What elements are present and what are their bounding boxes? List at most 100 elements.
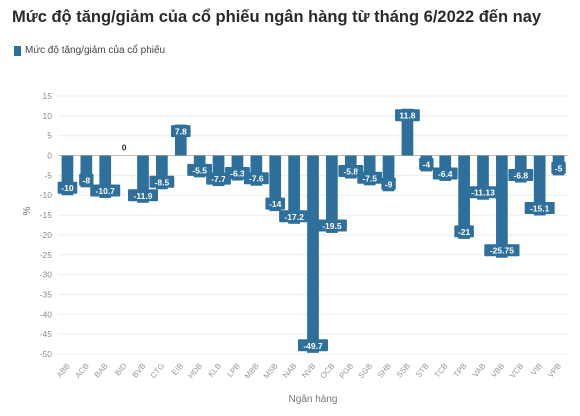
x-tick-label: VCB bbox=[508, 362, 525, 380]
x-tick-label: BVB bbox=[130, 362, 147, 380]
y-tick-label: -50 bbox=[40, 349, 53, 359]
data-label-text: -25.75 bbox=[490, 246, 514, 256]
bar[interactable] bbox=[458, 155, 470, 239]
data-label-bg bbox=[279, 210, 310, 223]
bar[interactable] bbox=[363, 155, 376, 186]
data-label-text: 7.8 bbox=[175, 127, 187, 137]
data-label: -5 bbox=[551, 161, 566, 174]
data-label-text: -49.7 bbox=[303, 341, 323, 351]
data-label-bg bbox=[551, 161, 566, 174]
legend-swatch bbox=[14, 45, 21, 56]
x-tick-label: VPB bbox=[546, 362, 563, 380]
data-label-text: -7.7 bbox=[211, 174, 226, 184]
x-tick-label: NVB bbox=[300, 362, 317, 380]
bar[interactable] bbox=[288, 155, 300, 224]
bar[interactable] bbox=[326, 155, 338, 233]
data-label-text: -8.5 bbox=[155, 177, 170, 187]
bar[interactable] bbox=[80, 155, 93, 188]
x-tick-label: LPB bbox=[225, 362, 242, 379]
data-label-text: -5.5 bbox=[192, 165, 207, 175]
data-label-text: -5 bbox=[555, 163, 563, 173]
data-label-text: -6.4 bbox=[438, 169, 453, 179]
bar[interactable] bbox=[269, 155, 282, 212]
bar[interactable] bbox=[137, 155, 149, 203]
data-label-text: -14 bbox=[269, 199, 282, 209]
data-label: -10 bbox=[57, 181, 78, 194]
bar[interactable] bbox=[401, 108, 414, 156]
data-label-bg bbox=[265, 197, 286, 210]
data-label-text: -7.6 bbox=[249, 174, 264, 184]
data-label: -7.5 bbox=[357, 171, 383, 184]
x-tick-label: TCB bbox=[433, 362, 450, 380]
x-axis-title: Ngân hàng bbox=[289, 394, 338, 405]
data-label-text: 11.8 bbox=[399, 111, 415, 121]
bar[interactable] bbox=[307, 155, 319, 353]
x-tick-label: SHB bbox=[376, 362, 393, 380]
bar[interactable] bbox=[99, 155, 112, 199]
bar[interactable] bbox=[174, 124, 187, 156]
data-label-bg bbox=[357, 171, 383, 184]
data-label-bg bbox=[338, 165, 364, 178]
data-label-bg bbox=[316, 219, 347, 232]
x-tick-label: MSB bbox=[262, 362, 280, 381]
data-label: -4 bbox=[419, 157, 434, 170]
y-tick-label: -15 bbox=[40, 210, 53, 220]
y-tick-label: -10 bbox=[40, 190, 53, 200]
data-label-bg bbox=[128, 189, 158, 202]
bar[interactable] bbox=[212, 155, 225, 187]
data-label-bg bbox=[225, 167, 250, 180]
data-label: -17.2 bbox=[279, 210, 310, 223]
data-label: -6.8 bbox=[508, 169, 534, 182]
data-label-text: -11.9 bbox=[134, 191, 153, 201]
x-tick-label: VAB bbox=[471, 362, 488, 380]
data-label-bg bbox=[395, 109, 420, 122]
x-tick-label: ACB bbox=[73, 362, 90, 380]
legend-label: Mức độ tăng/giảm của cổ phiếu bbox=[25, 45, 166, 56]
y-tick-label: 5 bbox=[47, 131, 52, 141]
x-tick-label: TPB bbox=[452, 362, 469, 380]
data-label-bg bbox=[298, 339, 328, 352]
y-tick-label: -25 bbox=[40, 250, 53, 260]
y-axis-title: % bbox=[22, 206, 33, 215]
x-tick-label: BID bbox=[113, 361, 129, 377]
data-label-bg bbox=[187, 163, 213, 176]
data-label: -11.13 bbox=[465, 186, 501, 199]
bar[interactable] bbox=[156, 155, 168, 190]
x-tick-label: PGB bbox=[338, 362, 356, 381]
y-tick-label: -20 bbox=[40, 230, 53, 240]
data-label: -15.1 bbox=[524, 201, 555, 214]
data-label: -11.9 bbox=[128, 189, 158, 202]
x-tick-label: SSB bbox=[395, 362, 412, 380]
data-label: -5.5 bbox=[187, 163, 213, 176]
data-label-text: -17.2 bbox=[284, 212, 304, 222]
bar[interactable] bbox=[533, 155, 546, 216]
x-tick-label: MBB bbox=[243, 362, 261, 381]
data-label-bg bbox=[484, 244, 520, 257]
bar[interactable] bbox=[250, 155, 263, 186]
y-tick-labels: 15 10 5 0 -5 -10 -15 -20 -25 -30 -35 -40 -45 -50 bbox=[40, 91, 53, 359]
data-label-text: -6.8 bbox=[513, 171, 528, 181]
data-label-text: 0 bbox=[122, 143, 127, 153]
data-label-bg bbox=[149, 175, 175, 188]
x-tick-label: VBB bbox=[489, 362, 506, 380]
x-tick-label: CTG bbox=[149, 362, 167, 381]
data-label-bg bbox=[57, 181, 78, 194]
bar[interactable] bbox=[477, 155, 489, 200]
data-label: -25.75 bbox=[484, 244, 520, 257]
data-label-bg bbox=[90, 184, 121, 197]
data-label-bg bbox=[419, 157, 434, 170]
y-tick-label: 10 bbox=[43, 111, 53, 121]
y-tick-label: -5 bbox=[44, 170, 52, 180]
y-tick-label: 0 bbox=[47, 151, 52, 161]
x-tick-label: KLB bbox=[206, 362, 223, 379]
y-tick-label: -35 bbox=[40, 289, 53, 299]
legend[interactable]: Mức độ tăng/giảm của cổ phiếu bbox=[14, 45, 165, 56]
y-tick-label: 15 bbox=[43, 91, 53, 101]
data-label: 11.8 bbox=[395, 109, 420, 122]
bar[interactable] bbox=[496, 155, 508, 258]
data-label: -8.5 bbox=[149, 175, 175, 188]
x-tick-label: SGB bbox=[356, 362, 374, 381]
bar[interactable] bbox=[382, 155, 395, 192]
bar[interactable] bbox=[61, 155, 74, 196]
